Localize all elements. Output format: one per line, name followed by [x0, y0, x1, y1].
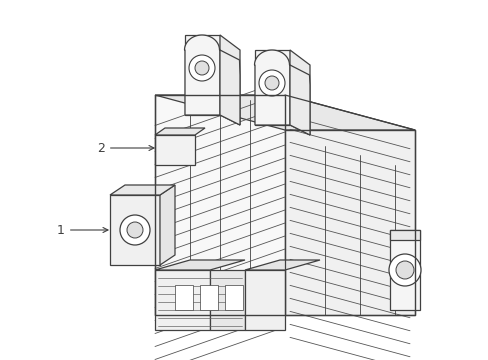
Polygon shape	[155, 270, 209, 330]
Circle shape	[395, 261, 413, 279]
Polygon shape	[110, 185, 175, 195]
Circle shape	[264, 76, 279, 90]
Circle shape	[388, 254, 420, 286]
Polygon shape	[389, 230, 419, 310]
Polygon shape	[175, 285, 193, 310]
Text: 1: 1	[57, 224, 108, 237]
Polygon shape	[220, 35, 240, 125]
Polygon shape	[244, 270, 285, 330]
Circle shape	[120, 215, 150, 245]
Text: 2: 2	[97, 141, 154, 154]
Polygon shape	[285, 95, 414, 315]
Polygon shape	[155, 95, 285, 315]
Polygon shape	[155, 260, 244, 270]
Circle shape	[127, 222, 142, 238]
Polygon shape	[160, 185, 175, 265]
Polygon shape	[155, 128, 204, 135]
Polygon shape	[389, 230, 419, 240]
Polygon shape	[209, 270, 244, 330]
Polygon shape	[200, 285, 218, 310]
Polygon shape	[220, 50, 240, 125]
Polygon shape	[254, 50, 289, 125]
Polygon shape	[184, 35, 220, 115]
Polygon shape	[184, 35, 220, 115]
Polygon shape	[110, 195, 160, 265]
Circle shape	[259, 70, 285, 96]
Polygon shape	[289, 50, 309, 135]
Circle shape	[189, 55, 215, 81]
Polygon shape	[254, 50, 289, 125]
Polygon shape	[155, 95, 414, 130]
Polygon shape	[244, 260, 319, 270]
Polygon shape	[155, 135, 195, 165]
Circle shape	[195, 61, 208, 75]
Polygon shape	[224, 285, 243, 310]
Polygon shape	[289, 65, 309, 135]
